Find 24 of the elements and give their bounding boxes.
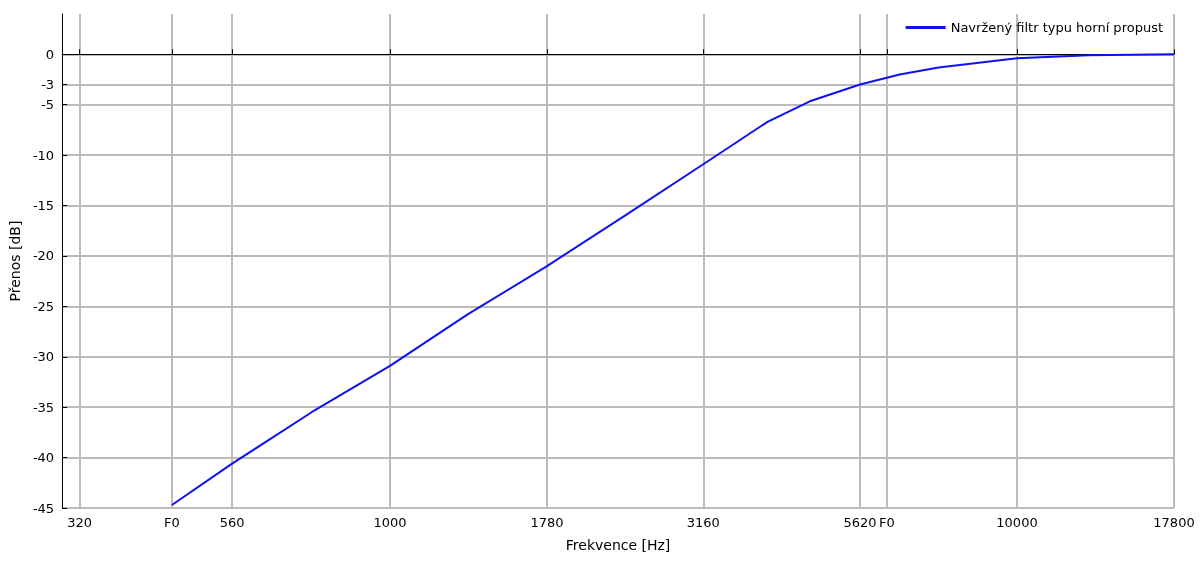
- y-tick-label: -3: [41, 77, 55, 93]
- y-tick-label: -45: [32, 500, 55, 516]
- y-tick-label: -40: [32, 450, 55, 466]
- y-tick-label: -35: [32, 399, 55, 415]
- y-tick-label: -20: [32, 248, 55, 264]
- x-tick-label: F0: [878, 515, 895, 530]
- x-tick-label: 560: [219, 515, 245, 530]
- x-tick-label: 1780: [530, 515, 564, 530]
- x-tick-label: 320: [67, 515, 93, 530]
- y-axis-title: Přenos [dB]: [7, 220, 23, 302]
- x-tick-label: F0: [164, 515, 180, 530]
- legend-label: Navržený filtr typu horní propust: [950, 20, 1164, 35]
- x-tick-label: 1000: [373, 515, 407, 530]
- x-tick-label: 17800: [1153, 515, 1195, 530]
- x-tick-label: 5620: [843, 515, 877, 530]
- x-tick-label: 10000: [996, 515, 1038, 530]
- y-tick-label: 0: [45, 46, 55, 62]
- y-tick-label: -10: [32, 147, 55, 163]
- y-tick-label: -5: [41, 97, 55, 113]
- y-tick-label: -25: [32, 298, 55, 314]
- x-tick-label: 3160: [686, 515, 720, 530]
- y-tick-label: -15: [32, 198, 55, 214]
- y-tick-label: -30: [32, 349, 55, 365]
- x-axis-title: Frekvence [Hz]: [565, 537, 671, 553]
